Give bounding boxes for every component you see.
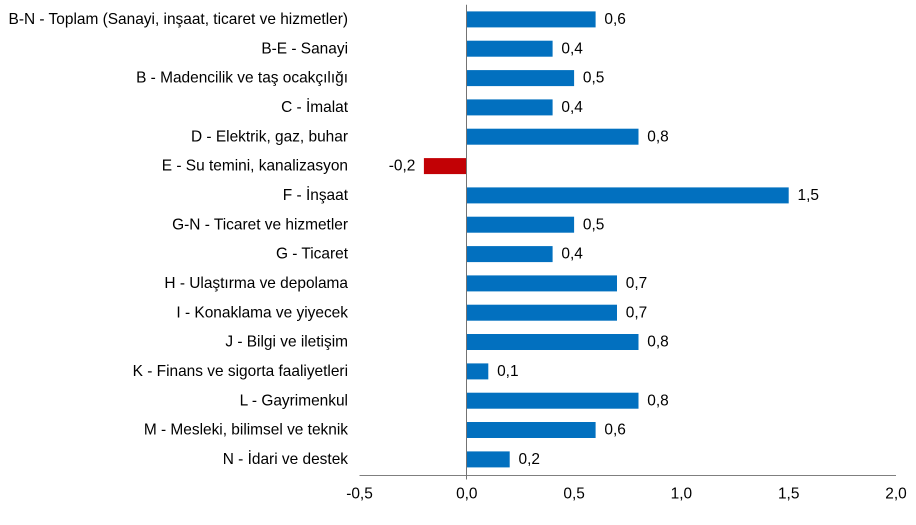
svg-text:0,8: 0,8 xyxy=(647,334,668,351)
svg-text:0,8: 0,8 xyxy=(647,128,668,145)
svg-text:-0,2: -0,2 xyxy=(389,158,416,175)
svg-text:N - İdari ve destek: N - İdari ve destek xyxy=(223,450,349,468)
svg-text:1,0: 1,0 xyxy=(671,486,692,503)
svg-text:H - Ulaştırma ve depolama: H - Ulaştırma ve depolama xyxy=(164,275,348,292)
svg-text:0,8: 0,8 xyxy=(647,392,668,409)
svg-text:1,5: 1,5 xyxy=(778,486,799,503)
svg-text:B - Madencilik ve taş ocakçılı: B - Madencilik ve taş ocakçılığı xyxy=(136,70,348,87)
svg-text:L - Gayrimenkul: L - Gayrimenkul xyxy=(240,392,348,409)
svg-text:E - Su temini, kanalizasyon: E - Su temini, kanalizasyon xyxy=(162,158,348,175)
svg-text:G - Ticaret: G - Ticaret xyxy=(276,246,349,263)
svg-text:0,7: 0,7 xyxy=(626,304,647,321)
svg-text:D - Elektrik, gaz, buhar: D - Elektrik, gaz, buhar xyxy=(191,128,348,145)
svg-text:B-E - Sanayi: B-E - Sanayi xyxy=(261,40,348,57)
svg-text:0,2: 0,2 xyxy=(519,451,540,468)
svg-text:0,4: 0,4 xyxy=(561,246,583,263)
svg-text:2,0: 2,0 xyxy=(885,486,906,503)
svg-text:0,6: 0,6 xyxy=(604,422,625,439)
svg-text:0,5: 0,5 xyxy=(563,486,584,503)
svg-text:0,1: 0,1 xyxy=(497,363,518,380)
svg-text:J - Bilgi ve iletişim: J - Bilgi ve iletişim xyxy=(225,334,348,351)
svg-text:B-N - Toplam (Sanayi, inşaat,: B-N - Toplam (Sanayi, inşaat, ticaret ve… xyxy=(9,11,348,28)
svg-text:0,6: 0,6 xyxy=(604,11,625,28)
svg-text:I - Konaklama ve yiyecek: I - Konaklama ve yiyecek xyxy=(176,304,348,321)
svg-text:F - İnşaat: F - İnşaat xyxy=(283,186,349,204)
svg-text:-0,5: -0,5 xyxy=(346,486,373,503)
svg-text:C - İmalat: C - İmalat xyxy=(281,98,349,116)
svg-text:0,5: 0,5 xyxy=(583,216,604,233)
svg-text:K - Finans ve sigorta faaliyet: K - Finans ve sigorta faaliyetleri xyxy=(133,363,348,380)
svg-text:1,5: 1,5 xyxy=(798,187,819,204)
svg-text:M - Mesleki, bilimsel ve tekni: M - Mesleki, bilimsel ve teknik xyxy=(144,422,348,439)
svg-text:0,0: 0,0 xyxy=(456,486,477,503)
svg-text:0,4: 0,4 xyxy=(561,99,583,116)
svg-text:G-N - Ticaret ve hizmetler: G-N - Ticaret ve hizmetler xyxy=(172,216,348,233)
svg-text:0,5: 0,5 xyxy=(583,70,604,87)
svg-text:0,4: 0,4 xyxy=(561,40,583,57)
svg-text:0,7: 0,7 xyxy=(626,275,647,292)
